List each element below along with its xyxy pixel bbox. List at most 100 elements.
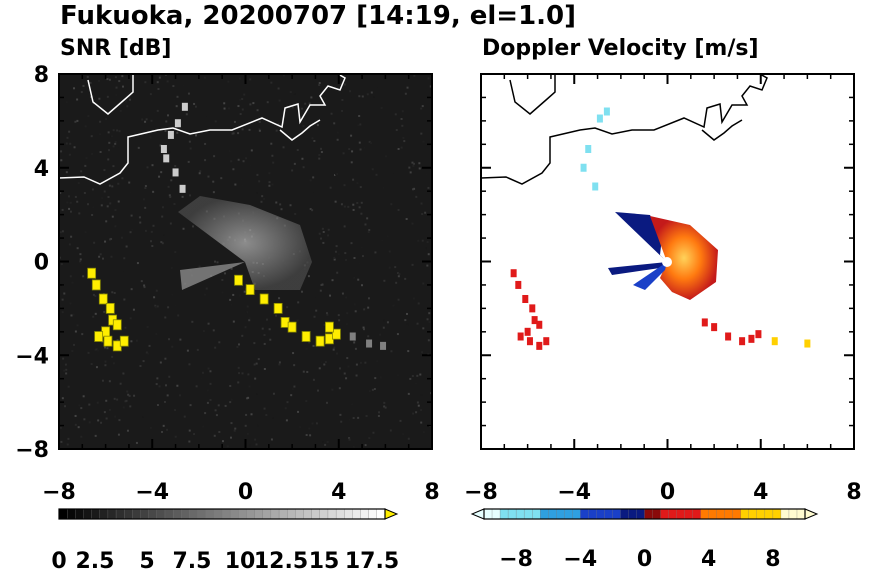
snr-clutter-speck bbox=[214, 260, 217, 263]
snr-clutter-speck bbox=[107, 158, 110, 161]
snr-clutter-speck bbox=[65, 101, 68, 104]
snr-clutter-speck bbox=[360, 246, 363, 249]
snr-clutter-speck bbox=[101, 197, 104, 200]
snr-colorbar-label: 0 bbox=[51, 549, 66, 570]
snr-colorbar-swatch bbox=[75, 508, 84, 520]
snr-clutter-speck bbox=[68, 243, 71, 246]
snr-clutter-speck bbox=[426, 318, 429, 321]
velocity-colorbar-swatch bbox=[564, 508, 573, 520]
snr-clutter-speck bbox=[82, 395, 85, 398]
snr-colorbar-swatch bbox=[181, 508, 190, 520]
snr-clutter-speck bbox=[96, 349, 99, 352]
vel-x-tick-label: −4 bbox=[557, 480, 591, 505]
snr-clutter-speck bbox=[124, 326, 127, 329]
snr-clutter-speck bbox=[65, 372, 68, 375]
velocity-colorbar-swatch bbox=[724, 508, 734, 520]
snr-clutter-speck bbox=[319, 289, 322, 292]
snr-clutter-speck bbox=[188, 440, 191, 443]
snr-clutter-speck bbox=[383, 279, 386, 282]
snr-clutter-speck bbox=[237, 381, 240, 384]
snr-clutter-speck bbox=[313, 315, 316, 318]
snr-clutter-speck bbox=[358, 95, 361, 98]
velocity-colorbar-swatch bbox=[483, 508, 493, 520]
snr-clutter-speck bbox=[216, 261, 219, 264]
snr-clutter-speck bbox=[74, 120, 77, 123]
snr-clutter-speck bbox=[237, 132, 240, 135]
snr-clutter-speck bbox=[108, 184, 111, 187]
snr-clutter-speck bbox=[241, 184, 244, 187]
snr-clutter-speck bbox=[108, 149, 111, 152]
snr-clutter-speck bbox=[223, 102, 226, 105]
snr-clutter-speck bbox=[74, 195, 77, 198]
snr-clutter-speck bbox=[155, 383, 158, 386]
snr-colorbar-swatch bbox=[172, 508, 182, 520]
snr-clutter-speck bbox=[406, 86, 409, 89]
snr-clutter-speck bbox=[114, 76, 117, 79]
snr-clutter-speck bbox=[142, 415, 145, 418]
snr-clutter-speck bbox=[69, 275, 72, 278]
snr-clutter-speck bbox=[223, 107, 226, 110]
snr-clutter-speck bbox=[382, 186, 385, 189]
snr-clutter-speck bbox=[320, 361, 323, 364]
snr-clutter-speck bbox=[166, 80, 169, 83]
snr-x-tick-label: −8 bbox=[42, 480, 76, 505]
snr-clutter-speck bbox=[352, 178, 355, 181]
snr-clutter-speck bbox=[261, 195, 264, 198]
snr-clutter-speck bbox=[244, 326, 247, 329]
weak-echo-arc-north-cell bbox=[172, 168, 179, 177]
snr-colorbar-swatch bbox=[91, 508, 101, 520]
strong-echo-band-sw-cell bbox=[94, 331, 104, 342]
snr-clutter-speck bbox=[166, 114, 169, 117]
snr-clutter-speck bbox=[367, 297, 370, 300]
strong-echo-band-sw-cell bbox=[103, 335, 113, 347]
snr-clutter-speck bbox=[345, 296, 348, 299]
snr-clutter-speck bbox=[201, 371, 204, 374]
snr-clutter-speck bbox=[176, 384, 179, 387]
snr-clutter-speck bbox=[397, 147, 400, 150]
snr-clutter-speck bbox=[125, 74, 128, 77]
snr-clutter-speck bbox=[143, 284, 146, 287]
snr-clutter-speck bbox=[155, 289, 158, 292]
snr-clutter-speck bbox=[121, 75, 124, 78]
snr-clutter-speck bbox=[165, 120, 168, 123]
snr-clutter-speck bbox=[422, 327, 425, 330]
snr-clutter-speck bbox=[87, 115, 90, 118]
strong-echo-band-sw-cell bbox=[87, 267, 97, 279]
snr-clutter-speck bbox=[275, 129, 278, 132]
velocity-patch-north-cell bbox=[596, 114, 603, 123]
snr-clutter-speck bbox=[341, 99, 344, 102]
snr-colorbar-swatch bbox=[319, 508, 329, 520]
snr-clutter-speck bbox=[336, 131, 339, 134]
figure-title: Fukuoka, 20200707 [14:19, el=1.0] bbox=[60, 1, 577, 31]
snr-clutter-speck bbox=[128, 394, 131, 397]
velocity-band-sw-cell bbox=[531, 316, 538, 325]
snr-clutter-speck bbox=[364, 223, 367, 226]
strong-echo-band-se-cell bbox=[259, 293, 269, 305]
snr-clutter-speck bbox=[254, 438, 257, 441]
snr-clutter-speck bbox=[265, 414, 268, 417]
snr-clutter-speck bbox=[324, 361, 327, 364]
snr-clutter-speck bbox=[111, 185, 114, 188]
snr-clutter-speck bbox=[117, 200, 120, 203]
snr-clutter-speck bbox=[311, 209, 314, 212]
snr-clutter-speck bbox=[278, 363, 281, 366]
snr-clutter-speck bbox=[231, 132, 234, 135]
snr-clutter-speck bbox=[199, 170, 202, 173]
snr-clutter-speck bbox=[375, 85, 378, 88]
snr-clutter-speck bbox=[363, 328, 366, 331]
snr-clutter-speck bbox=[232, 320, 235, 323]
snr-colorbar-swatch bbox=[360, 508, 370, 520]
snr-clutter-speck bbox=[382, 326, 385, 329]
snr-clutter-speck bbox=[411, 263, 414, 266]
snr-clutter-speck bbox=[284, 407, 287, 410]
snr-clutter-speck bbox=[79, 260, 82, 263]
snr-clutter-speck bbox=[95, 366, 98, 369]
snr-colorbar-label: 15 bbox=[309, 549, 340, 570]
snr-clutter-speck bbox=[162, 424, 165, 427]
snr-clutter-speck bbox=[185, 113, 188, 116]
snr-clutter-speck bbox=[368, 140, 371, 143]
snr-clutter-speck bbox=[402, 433, 405, 436]
velocity-patch-north-cell bbox=[585, 145, 592, 153]
snr-clutter-speck bbox=[68, 207, 71, 210]
snr-clutter-speck bbox=[206, 389, 209, 392]
